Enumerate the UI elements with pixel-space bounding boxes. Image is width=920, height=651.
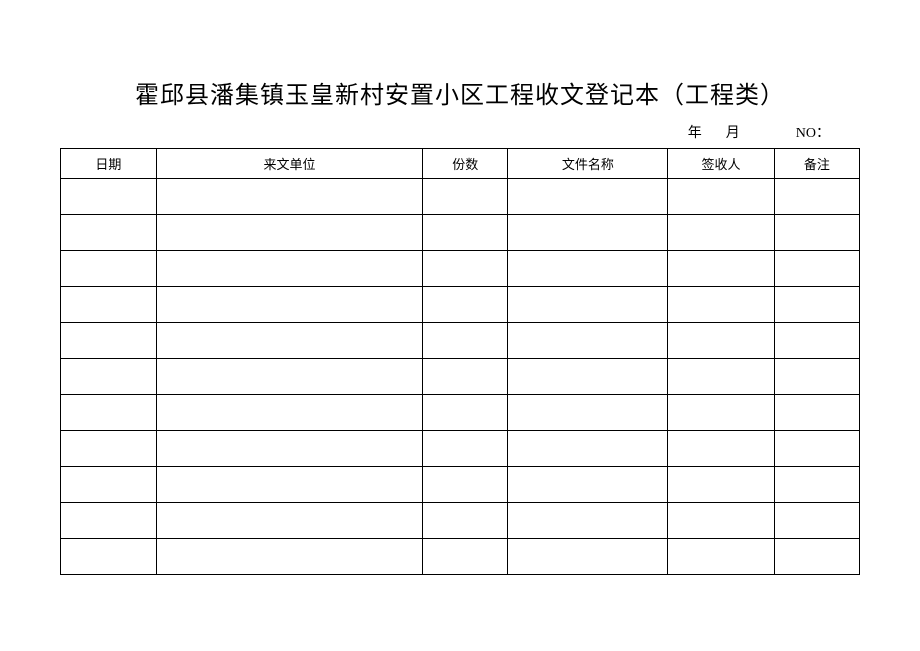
table-cell [774,395,859,431]
page-title: 霍邱县潘集镇玉皇新村安置小区工程收文登记本（工程类） [60,75,860,110]
table-cell [423,287,508,323]
table-body [61,179,860,575]
table-cell [156,539,422,575]
table-cell [423,359,508,395]
table-cell [668,287,775,323]
table-cell [61,215,157,251]
table-cell [423,467,508,503]
table-cell [668,179,775,215]
table-cell [156,431,422,467]
col-header-unit: 来文单位 [156,149,422,179]
table-cell [156,503,422,539]
table-cell [61,287,157,323]
table-cell [668,539,775,575]
table-cell [508,539,668,575]
table-cell [156,287,422,323]
table-cell [774,287,859,323]
table-cell [668,359,775,395]
table-cell [668,395,775,431]
table-row [61,359,860,395]
table-row [61,215,860,251]
table-cell [774,215,859,251]
table-cell [61,431,157,467]
table-row [61,503,860,539]
table-cell [774,179,859,215]
table-row [61,251,860,287]
table-cell [156,215,422,251]
table-cell [774,539,859,575]
table-cell [156,179,422,215]
table-cell [508,215,668,251]
table-cell [156,251,422,287]
register-table: 日期 来文单位 份数 文件名称 签收人 备注 [60,148,860,575]
document-container: 霍邱县潘集镇玉皇新村安置小区工程收文登记本（工程类） 年 月 NO： 日期 来文… [0,0,920,575]
table-cell [61,467,157,503]
table-header-row: 日期 来文单位 份数 文件名称 签收人 备注 [61,149,860,179]
month-label: 月 [726,122,740,142]
table-cell [156,359,422,395]
table-cell [508,251,668,287]
table-cell [508,323,668,359]
table-cell [423,503,508,539]
year-label: 年 [688,122,702,142]
table-cell [61,179,157,215]
table-cell [508,395,668,431]
table-cell [508,431,668,467]
table-cell [774,251,859,287]
table-cell [61,251,157,287]
table-cell [508,359,668,395]
table-cell [61,323,157,359]
table-cell [774,503,859,539]
table-row [61,323,860,359]
table-cell [423,323,508,359]
table-cell [423,539,508,575]
table-row [61,287,860,323]
table-cell [156,467,422,503]
table-cell [668,215,775,251]
table-cell [508,287,668,323]
table-row [61,179,860,215]
table-cell [508,503,668,539]
table-cell [774,323,859,359]
table-cell [423,215,508,251]
table-cell [508,179,668,215]
table-cell [61,395,157,431]
col-header-date: 日期 [61,149,157,179]
table-row [61,395,860,431]
table-cell [668,467,775,503]
table-row [61,539,860,575]
table-cell [156,323,422,359]
col-header-remark: 备注 [774,149,859,179]
table-cell [668,503,775,539]
table-cell [668,323,775,359]
table-cell [668,431,775,467]
table-cell [423,179,508,215]
table-cell [423,431,508,467]
table-cell [61,359,157,395]
col-header-filename: 文件名称 [508,149,668,179]
col-header-signer: 签收人 [668,149,775,179]
table-cell [61,503,157,539]
table-cell [774,467,859,503]
table-cell [423,395,508,431]
table-cell [423,251,508,287]
col-header-count: 份数 [423,149,508,179]
no-label: NO： [796,122,830,142]
table-cell [774,359,859,395]
table-row [61,431,860,467]
table-cell [668,251,775,287]
table-cell [774,431,859,467]
table-cell [508,467,668,503]
table-cell [156,395,422,431]
subheader: 年 月 NO： [60,122,860,142]
table-row [61,467,860,503]
table-cell [61,539,157,575]
